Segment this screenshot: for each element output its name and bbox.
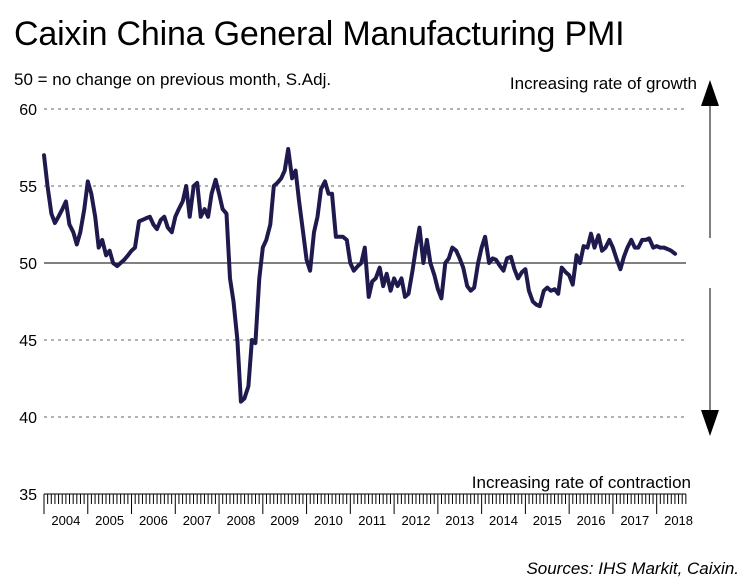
series-line-0 (42, 147, 678, 404)
x-tick-label-2006: 2006 (139, 513, 168, 528)
x-tick-label-2011: 2011 (358, 513, 386, 528)
x-tick-label-2010: 2010 (314, 513, 343, 528)
y-tick-label-45: 45 (19, 333, 37, 350)
up-arrow-icon (701, 80, 719, 106)
x-tick-label-2009: 2009 (270, 513, 299, 528)
direction-arrows (701, 80, 719, 436)
y-tick-label-40: 40 (19, 410, 37, 427)
chart-subtitle: 50 = no change on previous month, S.Adj. (14, 70, 332, 89)
x-tick-label-2007: 2007 (183, 513, 212, 528)
y-axis-ticks: 35 40 45 50 55 60 (19, 102, 37, 504)
contraction-annotation: Increasing rate of contraction (471, 473, 691, 492)
down-arrow-icon (701, 410, 719, 436)
source-note: Sources: IHS Markit, Caixin. (526, 559, 739, 578)
gridlines (44, 108, 686, 418)
x-tick-label-2018: 2018 (664, 513, 693, 528)
x-tick-label-2005: 2005 (95, 513, 124, 528)
x-tick-label-2016: 2016 (577, 513, 606, 528)
x-tick-label-2012: 2012 (402, 513, 431, 528)
y-tick-label-50: 50 (19, 256, 37, 273)
y-tick-label-55: 55 (19, 179, 37, 196)
x-tick-label-2008: 2008 (226, 513, 255, 528)
series-layer (42, 147, 678, 404)
x-tick-label-2015: 2015 (533, 513, 562, 528)
y-tick-label-35: 35 (19, 487, 37, 504)
y-tick-label-60: 60 (19, 102, 37, 119)
x-tick-label-2004: 2004 (51, 513, 80, 528)
x-tick-label-2017: 2017 (620, 513, 649, 528)
growth-annotation: Increasing rate of growth (509, 74, 697, 93)
x-tick-label-2013: 2013 (445, 513, 474, 528)
chart-title: Caixin China General Manufacturing PMI (14, 15, 625, 53)
x-axis: 2004 2005 2006 2007 2008 2009 2010 2011 2012 2013… (43, 493, 693, 528)
x-tick-label-2014: 2014 (489, 513, 518, 528)
